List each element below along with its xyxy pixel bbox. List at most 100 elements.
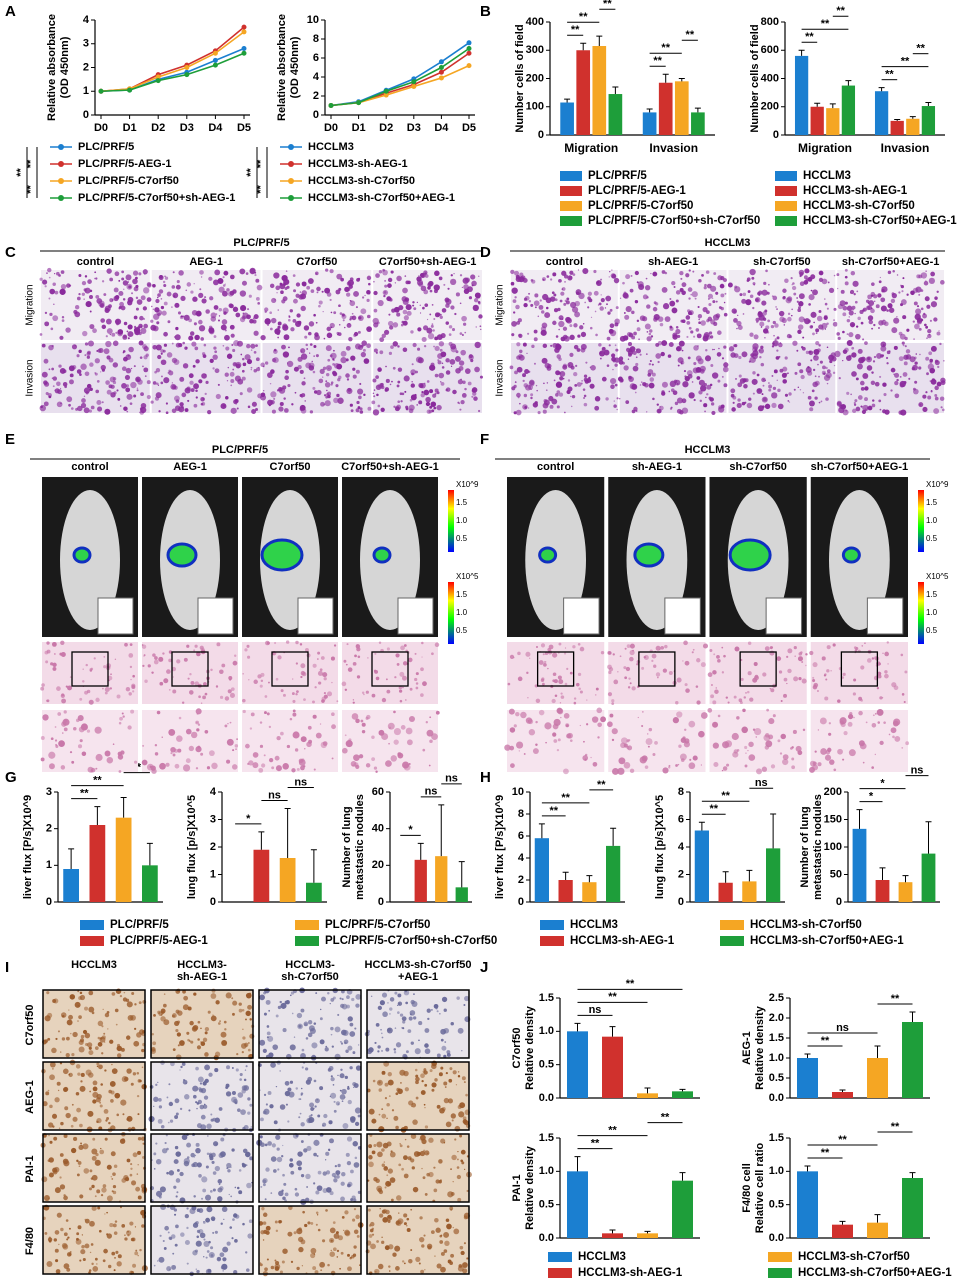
transwell-image-cell xyxy=(434,388,439,393)
transwell-image-cell xyxy=(89,324,95,330)
scale-label: X10^5 xyxy=(456,572,479,581)
he-zoom-image-cell xyxy=(516,741,524,749)
transwell-image-cell xyxy=(837,336,841,340)
he-image-cell xyxy=(352,661,357,666)
ihc-image-cell xyxy=(136,1072,140,1075)
transwell-image-cell xyxy=(86,383,92,389)
transwell-image-cell xyxy=(255,408,259,412)
he-image-cell xyxy=(787,648,793,654)
ihc-image-cell xyxy=(418,1021,423,1026)
column-label: sh-C7orf50+AEG-1 xyxy=(811,461,909,473)
he-zoom-image-cell xyxy=(170,752,173,755)
transwell-image-cell xyxy=(879,408,882,411)
y-tick-label: 6 xyxy=(518,830,524,842)
he-image-cell xyxy=(798,652,803,656)
transwell-image-cell xyxy=(782,296,786,299)
transwell-image-cell xyxy=(754,297,761,303)
transwell-image-cell xyxy=(598,302,602,306)
transwell-image-cell xyxy=(360,308,367,315)
transwell-image-cell xyxy=(723,301,726,304)
transwell-image-cell xyxy=(429,364,436,371)
legend-label: PLC/PRF/5 xyxy=(110,919,169,931)
transwell-image-cell xyxy=(260,394,267,401)
transwell-image-cell xyxy=(940,377,946,383)
transwell-image-cell xyxy=(138,272,142,276)
error-bar xyxy=(609,1026,616,1037)
he-image-cell xyxy=(743,696,747,699)
he-zoom-image-cell xyxy=(104,750,111,757)
transwell-image-cell xyxy=(762,317,767,321)
he-zoom-image-cell xyxy=(726,763,730,767)
ihc-image-cell xyxy=(214,1165,220,1172)
transwell-image-cell xyxy=(39,333,43,336)
transwell-image-cell xyxy=(361,340,367,346)
transwell-image-cell xyxy=(390,270,394,274)
ihc-image-cell xyxy=(197,1020,201,1024)
transwell-image-cell xyxy=(688,326,692,330)
he-zoom-image-cell xyxy=(355,764,360,769)
transwell-image-cell xyxy=(788,401,791,403)
transwell-image-cell xyxy=(412,342,417,348)
transwell-image-cell xyxy=(477,409,481,413)
transwell-image-cell xyxy=(59,335,64,340)
transwell-image-cell xyxy=(800,345,804,349)
transwell-image-cell xyxy=(737,382,743,388)
transwell-image-cell xyxy=(891,292,897,299)
transwell-image-cell xyxy=(441,366,445,369)
ihc-image-cell xyxy=(389,1151,396,1158)
transwell-image-cell xyxy=(432,393,437,398)
he-image-cell xyxy=(787,668,792,674)
he-image-cell xyxy=(259,684,263,688)
transwell-image-cell xyxy=(315,354,319,358)
he-zoom-image-cell xyxy=(271,766,275,770)
ihc-image-cell xyxy=(65,1219,69,1222)
ihc-image-cell xyxy=(270,1156,277,1162)
he-image-cell xyxy=(242,673,244,675)
y-tick-label: 0.5 xyxy=(539,1199,554,1211)
transwell-image-cell xyxy=(896,378,899,382)
ihc-image-cell xyxy=(237,1108,241,1112)
he-zoom-image-cell xyxy=(190,731,198,739)
he-image-cell xyxy=(548,644,554,650)
bar xyxy=(797,1171,818,1238)
transwell-image-cell xyxy=(600,294,602,296)
transwell-image-cell xyxy=(661,270,666,274)
ihc-image-cell xyxy=(282,1028,287,1033)
transwell-image-cell xyxy=(796,300,799,303)
ihc-image-cell xyxy=(137,1164,139,1166)
ihc-image-cell xyxy=(97,1036,101,1040)
ihc-image-cell xyxy=(51,1047,57,1054)
ihc-image-cell xyxy=(387,1168,394,1174)
x-tick-label: D0 xyxy=(324,122,338,134)
transwell-image-cell xyxy=(223,270,229,276)
ihc-image-cell xyxy=(203,1103,206,1106)
transwell-image-cell xyxy=(157,354,162,360)
transwell-image-cell xyxy=(930,378,937,385)
y-tick-label: 60 xyxy=(372,786,384,798)
transwell-image-cell xyxy=(676,383,679,385)
transwell-image-cell xyxy=(433,345,435,348)
he-image-cell xyxy=(128,653,134,658)
transwell-image-cell xyxy=(230,407,237,414)
transwell-image-cell xyxy=(464,277,470,283)
ihc-image-cell xyxy=(104,1213,106,1215)
transwell-image-cell xyxy=(285,369,289,374)
ihc-image-cell xyxy=(119,1138,126,1144)
transwell-image-cell xyxy=(887,270,892,275)
transwell-image-cell xyxy=(171,306,173,308)
transwell-image-cell xyxy=(674,401,679,406)
he-zoom-image-cell xyxy=(236,738,238,740)
transwell-image-cell xyxy=(255,278,260,283)
transwell-image-cell xyxy=(175,284,181,290)
transwell-image-cell xyxy=(474,366,480,373)
transwell-image-cell xyxy=(731,407,736,412)
error-bar xyxy=(580,42,587,51)
ihc-image-cell xyxy=(224,1028,227,1031)
transwell-image-cell xyxy=(756,388,763,394)
y-axis-label: (OD 450nm) xyxy=(59,36,71,98)
he-image-cell xyxy=(40,686,45,691)
transwell-image-cell xyxy=(209,296,214,301)
transwell-image-cell xyxy=(888,307,895,313)
legend-label: PLC/PRF/5-C7orf50 xyxy=(78,175,179,187)
ihc-image-cell xyxy=(247,1004,253,1010)
